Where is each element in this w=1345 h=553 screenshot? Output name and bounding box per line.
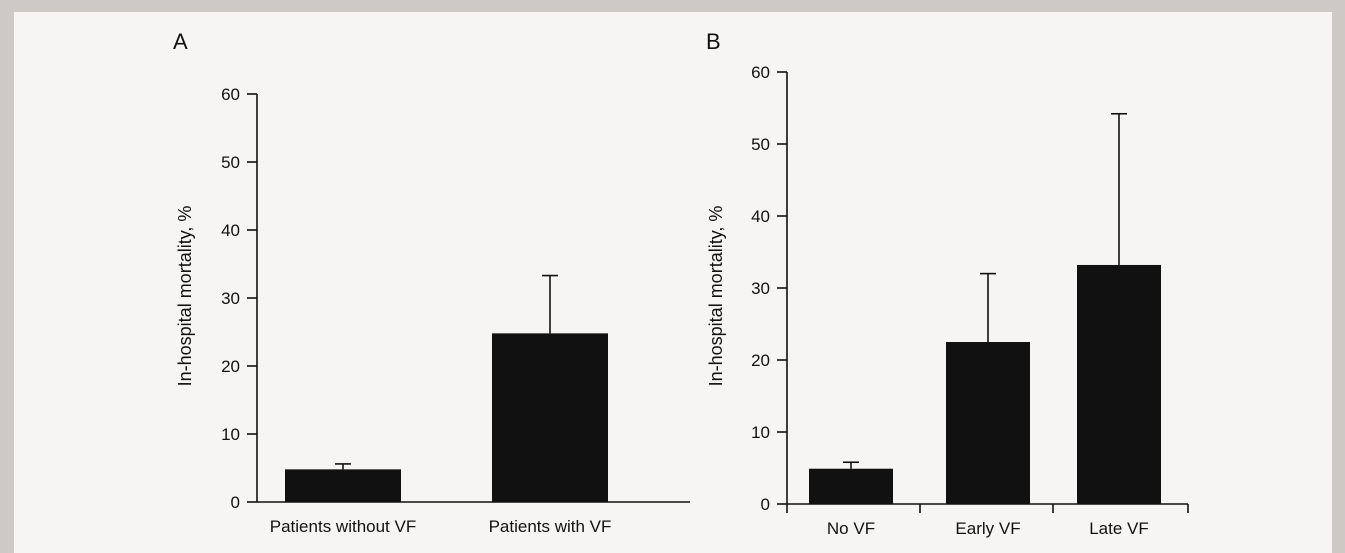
category-label: Patients without VF bbox=[270, 517, 416, 536]
category-labels-b: No VF Early VF Late VF bbox=[827, 519, 1149, 538]
y-tick-label: 20 bbox=[221, 357, 240, 376]
y-tick-label: 30 bbox=[751, 279, 770, 298]
category-label: Late VF bbox=[1089, 519, 1149, 538]
y-tick-label: 10 bbox=[221, 425, 240, 444]
y-tick-label: 40 bbox=[221, 221, 240, 240]
x-axis-b bbox=[786, 503, 1189, 513]
y-tick-label: 0 bbox=[231, 493, 240, 512]
y-tick-label: 60 bbox=[751, 63, 770, 82]
category-labels-a: Patients without VF Patients with VF bbox=[270, 517, 612, 536]
category-label: No VF bbox=[827, 519, 875, 538]
y-tick-label: 0 bbox=[761, 495, 770, 514]
bars-b bbox=[809, 264, 1161, 504]
bar-2 bbox=[946, 342, 1030, 504]
y-tick-label: 30 bbox=[221, 289, 240, 308]
y-axis-title-b: In-hospital mortality, % bbox=[706, 206, 726, 387]
y-tick-label: 20 bbox=[751, 351, 770, 370]
error-bars-b bbox=[843, 112, 1127, 469]
error-bars-a bbox=[335, 274, 558, 470]
bars-a bbox=[285, 333, 608, 502]
category-label: Early VF bbox=[955, 519, 1020, 538]
bar-1 bbox=[285, 469, 401, 502]
chart-b: B In-hospital mortality, % 0 10 20 30 40 50 60… bbox=[706, 29, 1189, 538]
y-tick-label: 50 bbox=[221, 153, 240, 172]
y-axis-title-a: In-hospital mortality, % bbox=[175, 206, 195, 387]
y-axis-b: 0 10 20 30 40 50 60 bbox=[751, 63, 788, 514]
panel-label-a: A bbox=[173, 29, 188, 54]
bar-1 bbox=[809, 468, 893, 504]
y-tick-label: 10 bbox=[751, 423, 770, 442]
y-tick-label: 50 bbox=[751, 135, 770, 154]
bar-3 bbox=[1077, 264, 1161, 504]
panel-label-b: B bbox=[706, 29, 721, 54]
chart-a: A In-hospital mortality, % 0 10 20 30 40 50 60… bbox=[173, 29, 690, 536]
bar-2 bbox=[492, 333, 608, 502]
y-tick-label: 60 bbox=[221, 85, 240, 104]
category-label: Patients with VF bbox=[489, 517, 612, 536]
y-axis-a: 0 10 20 30 40 50 60 bbox=[221, 85, 258, 512]
y-tick-label: 40 bbox=[751, 207, 770, 226]
